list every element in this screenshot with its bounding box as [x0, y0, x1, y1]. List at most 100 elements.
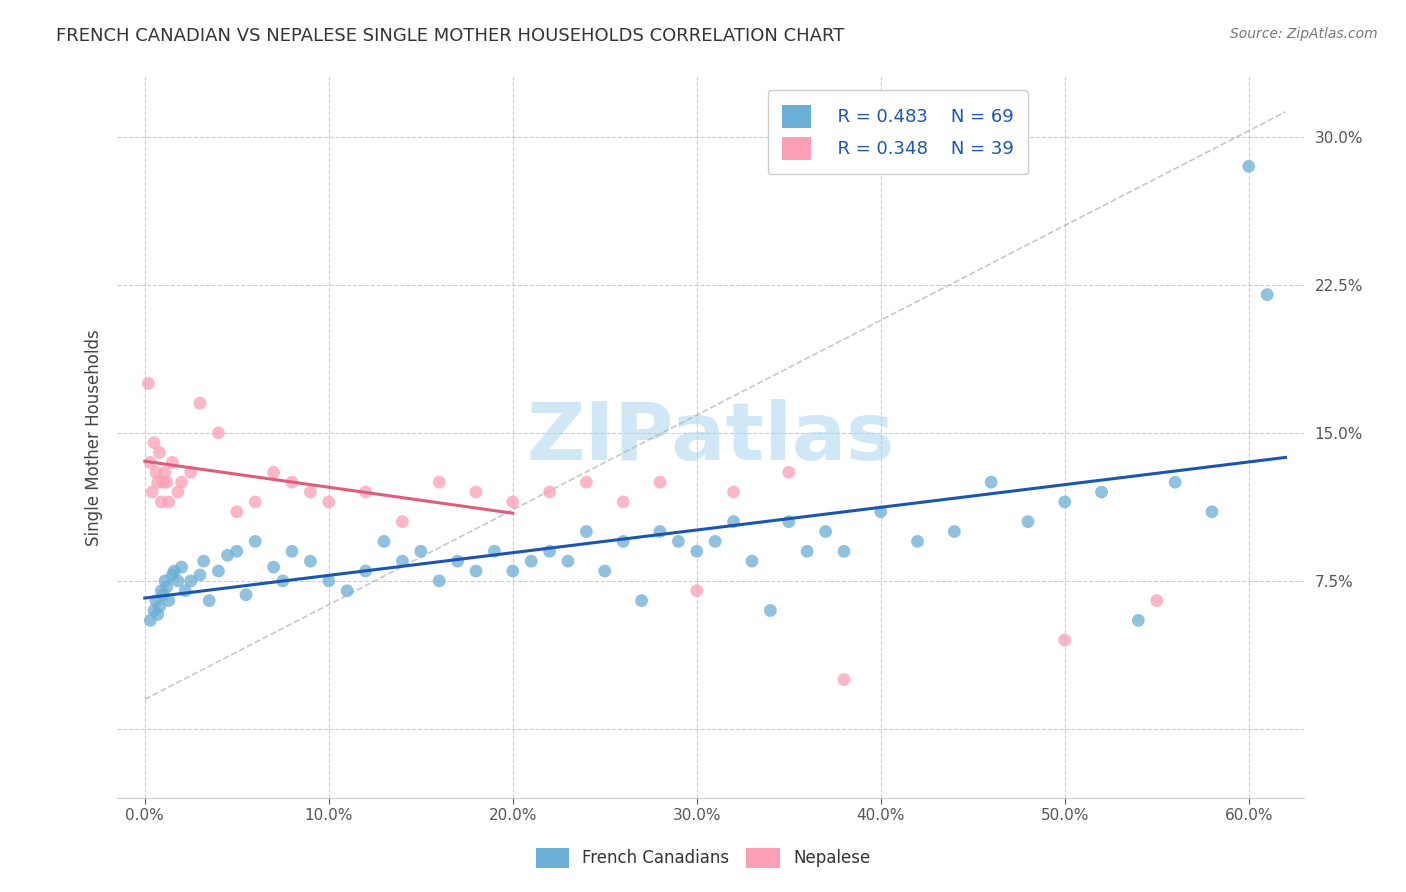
Point	[157, 495, 180, 509]
Point	[538, 544, 561, 558]
Point	[225, 544, 247, 558]
Point	[207, 564, 229, 578]
Point	[980, 475, 1002, 490]
Point	[167, 574, 190, 588]
Point	[538, 485, 561, 500]
Point	[146, 607, 169, 622]
Point	[162, 455, 184, 469]
Point	[170, 560, 193, 574]
Point	[666, 534, 689, 549]
Point	[465, 564, 488, 578]
Point	[520, 554, 543, 568]
Point	[1090, 485, 1112, 500]
Point	[686, 544, 709, 558]
Point	[1201, 505, 1223, 519]
Point	[299, 554, 322, 568]
Point	[318, 495, 340, 509]
Point	[193, 554, 215, 568]
Point	[225, 505, 247, 519]
Point	[814, 524, 837, 539]
Point	[1053, 633, 1076, 648]
Point	[167, 485, 190, 500]
Point	[152, 588, 174, 602]
Point	[391, 554, 413, 568]
Point	[145, 593, 167, 607]
Point	[704, 534, 727, 549]
Point	[143, 603, 166, 617]
Point	[281, 475, 304, 490]
Point	[217, 548, 239, 562]
Point	[139, 613, 162, 627]
Point	[263, 465, 285, 479]
Text: FRENCH CANADIAN VS NEPALESE SINGLE MOTHER HOUSEHOLDS CORRELATION CHART: FRENCH CANADIAN VS NEPALESE SINGLE MOTHE…	[56, 27, 845, 45]
Y-axis label: Single Mother Households: Single Mother Households	[86, 329, 103, 546]
Point	[156, 580, 179, 594]
Point	[243, 495, 266, 509]
Point	[1053, 495, 1076, 509]
Point	[832, 544, 855, 558]
Point	[336, 583, 359, 598]
Point	[271, 574, 294, 588]
Point	[157, 593, 180, 607]
Point	[1146, 593, 1168, 607]
Legend: French Canadians, Nepalese: French Canadians, Nepalese	[529, 841, 877, 875]
Point	[869, 505, 891, 519]
Point	[907, 534, 929, 549]
Point	[180, 465, 202, 479]
Point	[162, 568, 184, 582]
Point	[612, 534, 634, 549]
Point	[143, 435, 166, 450]
Point	[502, 564, 524, 578]
Point	[796, 544, 818, 558]
Point	[148, 445, 170, 459]
Text: Source: ZipAtlas.com: Source: ZipAtlas.com	[1230, 27, 1378, 41]
Point	[198, 593, 221, 607]
Point	[153, 465, 176, 479]
Point	[723, 485, 745, 500]
Point	[1164, 475, 1187, 490]
Point	[1237, 159, 1260, 173]
Point	[150, 495, 173, 509]
Point	[465, 485, 488, 500]
Point	[1017, 515, 1039, 529]
Point	[1128, 613, 1150, 627]
Point	[1256, 287, 1278, 301]
Point	[502, 495, 524, 509]
Point	[235, 588, 257, 602]
Point	[778, 515, 800, 529]
Point	[741, 554, 763, 568]
Point	[354, 564, 377, 578]
Point	[188, 396, 211, 410]
Point	[139, 455, 162, 469]
Point	[648, 524, 671, 539]
Point	[612, 495, 634, 509]
Point	[391, 515, 413, 529]
Point	[281, 544, 304, 558]
Point	[150, 583, 173, 598]
Point	[263, 560, 285, 574]
Point	[174, 583, 197, 598]
Point	[630, 593, 652, 607]
Point	[163, 564, 186, 578]
Point	[832, 673, 855, 687]
Point	[188, 568, 211, 582]
Point	[427, 574, 450, 588]
Point	[138, 376, 160, 391]
Point	[243, 534, 266, 549]
Point	[141, 485, 163, 500]
Point	[557, 554, 579, 568]
Point	[148, 599, 170, 614]
Point	[759, 603, 782, 617]
Point	[593, 564, 616, 578]
Point	[409, 544, 432, 558]
Point	[778, 465, 800, 479]
Point	[354, 485, 377, 500]
Point	[943, 524, 966, 539]
Point	[723, 515, 745, 529]
Point	[299, 485, 322, 500]
Text: ZIPatlas: ZIPatlas	[526, 399, 894, 476]
Point	[446, 554, 468, 568]
Point	[484, 544, 506, 558]
Point	[648, 475, 671, 490]
Point	[207, 425, 229, 440]
